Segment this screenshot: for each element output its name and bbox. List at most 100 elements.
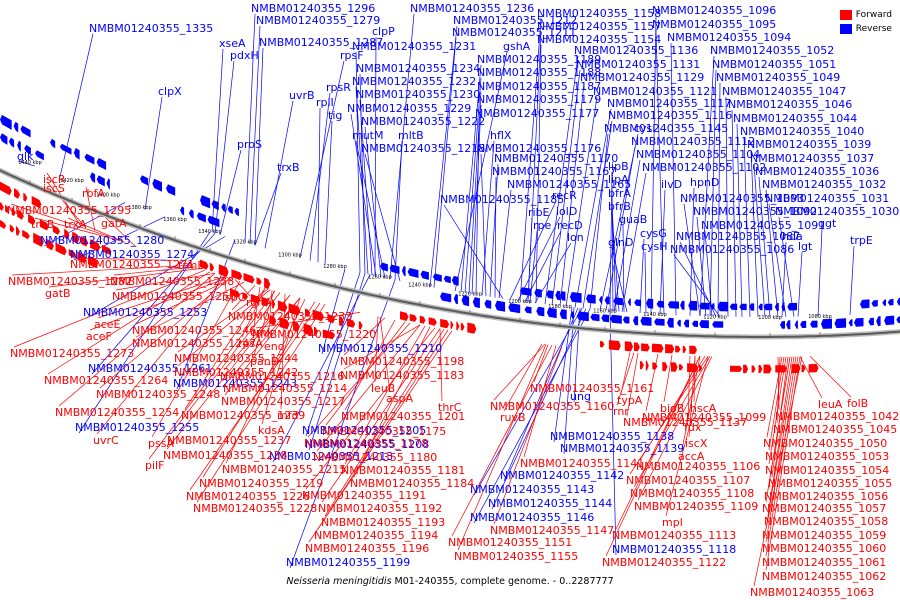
gene-feature [546, 290, 554, 299]
gene-feature [534, 288, 542, 298]
gene-feature [22, 229, 30, 240]
gene-feature [59, 143, 72, 155]
gene-label: gatB [45, 287, 71, 300]
gene-feature [84, 153, 95, 165]
tick-label: 1280 kbp [323, 264, 347, 270]
gene-label: NMBM01240355_1131 [576, 58, 700, 71]
leader-line [849, 245, 855, 315]
gene-feature [90, 172, 96, 183]
gene-feature [775, 365, 787, 373]
leader-line [170, 292, 281, 435]
gene-feature [277, 300, 288, 313]
gene-label: NMBM01240355_1138 [550, 430, 674, 443]
leader-line [753, 163, 766, 318]
gene-feature [717, 301, 729, 312]
leader-line [778, 216, 795, 317]
gene-feature [5, 204, 10, 214]
gene-label: NMBM01240355_1030 [775, 205, 899, 218]
gene-feature [231, 269, 243, 281]
tick-label: 1380 kbp [128, 205, 152, 211]
leader-line [151, 280, 241, 438]
leader-line [307, 322, 411, 438]
gene-feature [0, 114, 12, 130]
gene-feature [555, 290, 561, 301]
gene-label: NMBM01240355_1184 [350, 477, 474, 490]
leader-line [343, 324, 421, 370]
gene-label: NMBM01240355_1032 [762, 178, 886, 191]
leader-line [11, 264, 191, 276]
gene-label: NMBM01240355_1264 [44, 374, 168, 387]
gene-label: NMBM01240355_1056 [764, 490, 888, 503]
gene-feature [645, 360, 649, 371]
gene-feature [314, 326, 318, 337]
tick-label: 1340 kbp [198, 229, 222, 235]
gene-label: NMBM01240355_1239 [181, 409, 305, 422]
gene-feature [227, 205, 233, 214]
gene-feature [739, 303, 747, 311]
gene-label: NMBM01240355_1063 [750, 586, 874, 599]
leader-line [817, 228, 823, 317]
gene-feature [322, 329, 335, 340]
leader-line [637, 356, 713, 501]
gene-label: lon [567, 231, 584, 244]
gene-label: eno [264, 340, 285, 353]
gene-feature [671, 362, 678, 372]
gene-label: NMBM01240355_1228 [193, 502, 317, 515]
leader-line [494, 176, 497, 298]
tick-label: 1320 kbp [233, 240, 257, 246]
leader-line [67, 217, 126, 243]
gene-feature [270, 315, 277, 326]
leader-line [91, 233, 216, 375]
gene-label: leuA [818, 398, 843, 411]
gene-label: NMBM01240355_1154 [537, 33, 661, 46]
gene-label: NMBM01240355_1047 [722, 85, 846, 98]
gene-feature [72, 231, 80, 244]
leader-line [321, 328, 441, 503]
gene-feature [794, 320, 798, 329]
gene-feature [633, 316, 639, 326]
gene-feature [634, 342, 640, 352]
leader-line [364, 153, 401, 282]
gene-label: kdsA [258, 424, 285, 437]
gene-feature [712, 321, 724, 328]
leader-line [765, 356, 799, 557]
gene-label: NMBM01240355_1046 [728, 98, 852, 111]
gene-label: NMBM01240355_1137 [623, 416, 747, 429]
tick-label: 1240 kbp [408, 283, 432, 289]
gene-feature [264, 277, 271, 290]
gene-label: aspA [386, 392, 413, 405]
gene-label: leuB [371, 382, 395, 395]
gene-feature [453, 294, 458, 305]
gene-label: NMBM01240355_1211 [452, 26, 576, 39]
gene-label: NMBM01240355_1045 [773, 423, 897, 436]
gene-label: rpsF [340, 49, 364, 62]
gene-label: lgt [798, 240, 813, 253]
leader-line [350, 113, 377, 277]
gene-feature [860, 299, 870, 309]
leader-line [379, 316, 391, 393]
gene-feature [46, 238, 54, 251]
tick-label: 1420 kbp [60, 178, 84, 184]
gene-feature [887, 298, 894, 306]
leader-line [13, 269, 206, 348]
leader-line [493, 346, 563, 525]
forward-swatch [839, 10, 852, 20]
leader-line [611, 247, 628, 313]
leader-line [799, 356, 823, 399]
gene-feature [312, 309, 324, 322]
gene-label: NMBM01240355_1031 [765, 192, 889, 205]
leader-line [43, 202, 126, 247]
leader-line [609, 310, 617, 556]
leader-line [767, 356, 793, 516]
leader-line [324, 329, 445, 517]
gene-feature [651, 343, 664, 353]
tick-label: 1260 kbp [368, 274, 392, 280]
leader-line [316, 324, 421, 452]
gene-feature [662, 362, 668, 372]
gene-label: NMBM01240355_1205 [302, 424, 426, 437]
gene-feature [729, 303, 738, 310]
gene-feature [55, 242, 67, 256]
leader-line [226, 297, 301, 383]
leader-line [344, 325, 426, 465]
